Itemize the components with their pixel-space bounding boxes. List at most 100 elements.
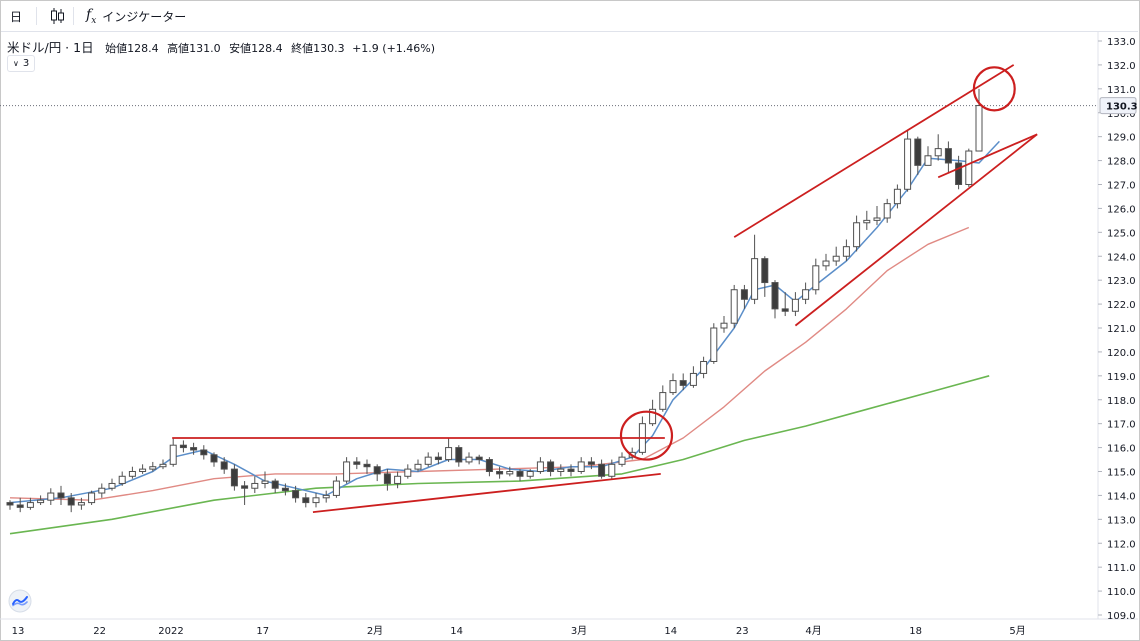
candle-up-body (710, 327, 718, 362)
candle-up-body (506, 471, 514, 475)
candle-up-body (669, 380, 677, 394)
price-tick-label: 110.0 (1107, 587, 1136, 598)
candle (414, 459, 422, 472)
candle (139, 464, 147, 474)
interval-button[interactable]: 日 (10, 1, 28, 31)
candle (822, 253, 830, 271)
candle (904, 129, 912, 192)
candle-up-body (618, 456, 626, 465)
candle-up-body (312, 497, 320, 504)
time-tick-label: 2022 (158, 626, 183, 637)
price-tick-label: 133.0 (1107, 37, 1136, 48)
time-tick-label: 23 (736, 626, 749, 637)
candle-up-body (791, 298, 799, 312)
candle (832, 246, 840, 266)
candle (241, 481, 249, 505)
indicators-toggle[interactable]: ∨ 3 (7, 55, 36, 72)
time-tick-label: 22 (93, 626, 106, 637)
candle-up-body (445, 447, 453, 461)
candle-up-body (730, 289, 738, 324)
candle-down-body (587, 461, 595, 465)
candle (802, 282, 810, 305)
price-tick-label: 119.0 (1107, 372, 1136, 383)
price-tick-label: 131.0 (1107, 85, 1136, 96)
candle-down-body (67, 497, 75, 506)
candle (771, 280, 779, 319)
candle (547, 459, 555, 477)
candle-up-body (924, 155, 932, 166)
price-tick-label: 132.0 (1107, 61, 1136, 72)
candle (251, 476, 259, 494)
indicators-button[interactable]: fx インジケーター (86, 1, 186, 31)
candle-up-body (863, 219, 871, 224)
annotation-trend-line (937, 133, 1038, 179)
candle-down-body (281, 487, 289, 492)
price-chart[interactable]: 109.0 110.0 111.0 112.0 113.0 114.0 115.0 116.0… (0, 31, 1138, 639)
price-tick-label: 111.0 (1107, 563, 1136, 574)
price-tick-label: 109.0 (1107, 611, 1136, 622)
time-tick-label: 4月 (805, 625, 821, 637)
candle (587, 457, 595, 470)
candle (363, 459, 371, 474)
candle-up-body (394, 475, 402, 484)
candle (965, 148, 973, 187)
candle (332, 476, 340, 498)
candle (322, 490, 330, 503)
candle-up-body (251, 482, 259, 489)
price-tick-label: 113.0 (1107, 515, 1136, 526)
annotation-circle (972, 66, 1016, 112)
candle (210, 452, 218, 467)
candle-up-body (98, 487, 106, 494)
candle (149, 461, 157, 472)
candle (842, 239, 850, 262)
chevron-down-icon: ∨ (13, 59, 19, 68)
high-value: 131.0 (189, 42, 221, 55)
candle-up-body (649, 408, 657, 425)
candle (353, 457, 361, 470)
candle (88, 490, 96, 505)
ma-short-line (9, 140, 1000, 504)
candle-down-body (567, 468, 575, 473)
annotation-trend-line (312, 472, 661, 514)
chart-type-button[interactable] (45, 1, 65, 31)
annotation-trend-line (733, 64, 1015, 238)
candle (77, 497, 85, 510)
candle (496, 466, 504, 479)
candle-down-body (485, 459, 493, 472)
candle (37, 495, 45, 505)
price-tick-label: 124.0 (1107, 252, 1136, 263)
candle-down-body (179, 444, 187, 449)
symbol-title[interactable]: 米ドル/円 · 1日 (7, 40, 94, 55)
chart-toolbar: 日 fx インジケーター (1, 1, 1138, 32)
candle (944, 141, 952, 173)
annotation-trend-line (794, 133, 1038, 327)
close-value: 130.3 (313, 42, 345, 55)
price-tick-label: 114.0 (1107, 491, 1136, 502)
candle (98, 483, 106, 498)
last-price-tag (1099, 97, 1137, 115)
candle-down-body (241, 485, 249, 489)
candle-down-body (363, 463, 371, 468)
candle (669, 373, 677, 395)
candle (220, 457, 228, 474)
candle (118, 471, 126, 486)
candle (934, 134, 942, 161)
candle-up-body (139, 468, 147, 473)
candle (302, 493, 310, 508)
candle (455, 445, 463, 467)
interval-label: 日 (10, 9, 23, 24)
ma-long-line (9, 375, 990, 535)
moving-averages (9, 140, 1000, 535)
candle (720, 316, 728, 333)
candle-up-body (802, 289, 810, 300)
candle (761, 256, 769, 297)
candle (924, 146, 932, 166)
time-tick-label: 2月 (367, 625, 383, 637)
candle-down-body (210, 454, 218, 463)
candle (730, 284, 738, 328)
fx-icon: fx (86, 6, 97, 26)
candle-up-body (149, 466, 157, 470)
candle-down-body (271, 480, 279, 489)
candle-down-body (373, 466, 381, 475)
ohlc-legend: 米ドル/円 · 1日 始値128.4 高値131.0 安値128.4 終値130… (7, 37, 435, 56)
